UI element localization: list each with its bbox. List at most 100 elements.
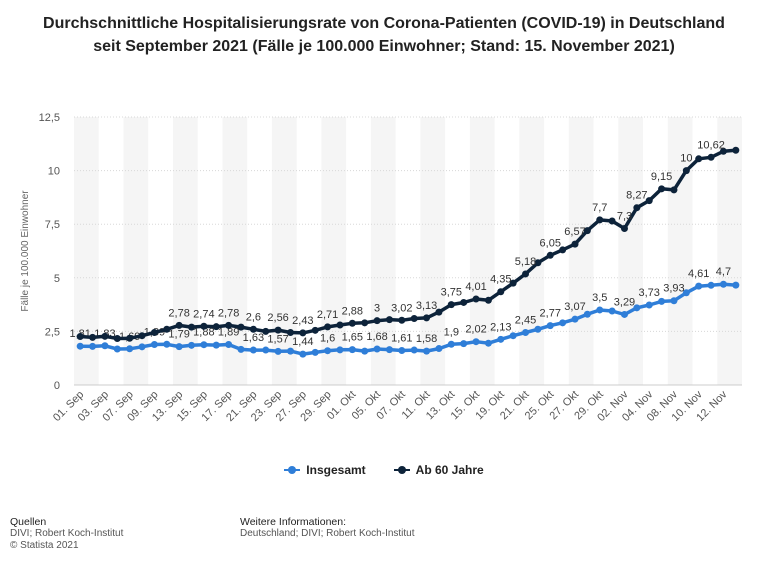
- data-point-ab-60-jahre: [373, 317, 381, 325]
- data-point-insgesamt: [670, 297, 678, 305]
- data-point-insgesamt: [546, 322, 554, 330]
- data-point-insgesamt: [237, 345, 245, 353]
- data-point-ab-60-jahre: [150, 328, 158, 336]
- data-point-ab-60-jahre: [336, 321, 344, 329]
- data-label-ab-60-jahre: 2,78: [218, 307, 239, 319]
- data-label-ab-60-jahre: 10,62: [697, 139, 725, 151]
- data-label-ab-60-jahre: 9,15: [651, 171, 672, 183]
- data-point-ab-60-jahre: [484, 296, 492, 304]
- data-point-insgesamt: [608, 307, 616, 315]
- data-point-ab-60-jahre: [534, 259, 542, 267]
- data-point-ab-60-jahre: [113, 334, 121, 342]
- data-label-ab-60-jahre: 2,88: [342, 305, 363, 317]
- data-point-insgesamt: [126, 345, 134, 353]
- data-point-insgesamt: [534, 325, 542, 333]
- data-point-ab-60-jahre: [546, 251, 554, 259]
- data-point-ab-60-jahre: [608, 217, 616, 225]
- data-point-ab-60-jahre: [398, 316, 406, 324]
- data-point-insgesamt: [732, 281, 740, 289]
- data-point-insgesamt: [299, 350, 307, 358]
- data-point-ab-60-jahre: [497, 288, 505, 296]
- data-point-ab-60-jahre: [732, 146, 740, 154]
- data-label-insgesamt: 1,88: [193, 327, 214, 339]
- plot-band: [618, 117, 644, 385]
- data-point-insgesamt: [348, 346, 356, 354]
- data-label-ab-60-jahre: 2,56: [267, 312, 288, 324]
- data-point-ab-60-jahre: [509, 279, 517, 287]
- data-point-insgesamt: [76, 342, 84, 350]
- legend-label-ab-60-jahre: Ab 60 Jahre: [415, 463, 484, 477]
- data-point-insgesamt: [113, 345, 121, 353]
- y-tick-label: 2,5: [45, 326, 60, 338]
- data-label-ab-60-jahre: 6,05: [540, 237, 561, 249]
- legend-label-insgesamt: Insgesamt: [306, 463, 366, 477]
- data-label-ab-60-jahre: 7,3: [617, 210, 632, 222]
- data-label-insgesamt: 1,79: [168, 329, 189, 341]
- data-point-ab-60-jahre: [682, 167, 690, 175]
- data-label-insgesamt: 3,73: [639, 287, 660, 299]
- data-label-insgesamt: 3,07: [564, 301, 585, 313]
- data-label-ab-60-jahre: 2,74: [193, 308, 214, 320]
- data-point-insgesamt: [398, 346, 406, 354]
- plot-band: [519, 117, 545, 385]
- data-label-ab-60-jahre: 2,78: [168, 307, 189, 319]
- y-tick-label: 12,5: [39, 112, 60, 124]
- data-point-insgesamt: [707, 281, 715, 289]
- legend-item-insgesamt[interactable]: Insgesamt: [284, 463, 366, 477]
- data-point-ab-60-jahre: [571, 240, 579, 248]
- data-point-ab-60-jahre: [361, 319, 369, 327]
- data-point-ab-60-jahre: [286, 328, 294, 336]
- data-point-ab-60-jahre: [274, 326, 282, 334]
- data-point-ab-60-jahre: [311, 326, 319, 334]
- data-label-ab-60-jahre: 4,35: [490, 274, 511, 286]
- data-label-insgesamt: 2,13: [490, 321, 511, 333]
- plot-band: [74, 117, 99, 385]
- data-label-insgesamt: 3,29: [614, 296, 635, 308]
- plot-band: [717, 117, 742, 385]
- data-label-ab-60-jahre: 2,71: [317, 309, 338, 321]
- data-point-ab-60-jahre: [348, 319, 356, 327]
- data-label-insgesamt: 1,9: [444, 326, 459, 338]
- plot-band: [172, 117, 198, 385]
- chart-legend: Insgesamt Ab 60 Jahre: [0, 463, 768, 477]
- data-label-ab-60-jahre: 3: [374, 303, 380, 315]
- y-tick-label: 10: [48, 166, 60, 178]
- data-point-insgesamt: [274, 347, 282, 355]
- data-point-insgesamt: [410, 346, 418, 354]
- data-label-ab-60-jahre: 6,57: [564, 226, 585, 238]
- data-point-insgesamt: [225, 340, 233, 348]
- data-point-insgesamt: [484, 339, 492, 347]
- data-label-insgesamt: 1,6: [320, 333, 335, 345]
- data-point-insgesamt: [373, 345, 381, 353]
- plot-band: [271, 117, 297, 385]
- data-point-insgesamt: [101, 342, 109, 350]
- data-point-ab-60-jahre: [620, 224, 628, 232]
- data-point-ab-60-jahre: [460, 298, 468, 306]
- data-point-insgesamt: [385, 346, 393, 354]
- data-label-insgesamt: 2,77: [540, 308, 561, 320]
- data-point-ab-60-jahre: [670, 186, 678, 194]
- footer-more-info: Weitere Informationen: Deutschland; DIVI…: [240, 516, 415, 540]
- data-label-insgesamt: 4,7: [716, 266, 731, 278]
- data-point-ab-60-jahre: [695, 155, 703, 163]
- data-label-insgesamt: 1,68: [366, 331, 387, 343]
- y-axis-title: Fälle je 100.000 Einwohner: [20, 190, 31, 312]
- data-label-ab-60-jahre: 2,43: [292, 315, 313, 327]
- data-point-ab-60-jahre: [522, 270, 530, 278]
- data-point-insgesamt: [719, 280, 727, 288]
- data-point-ab-60-jahre: [200, 322, 208, 330]
- more-info-heading: Weitere Informationen:: [240, 516, 347, 528]
- data-point-ab-60-jahre: [262, 327, 270, 335]
- data-point-insgesamt: [138, 343, 146, 351]
- data-point-insgesamt: [249, 346, 257, 354]
- data-point-ab-60-jahre: [237, 323, 245, 331]
- data-point-ab-60-jahre: [658, 185, 666, 193]
- data-point-insgesamt: [583, 310, 591, 318]
- data-point-insgesamt: [460, 340, 468, 348]
- data-point-insgesamt: [336, 346, 344, 354]
- legend-item-ab-60-jahre[interactable]: Ab 60 Jahre: [393, 463, 484, 477]
- data-point-insgesamt: [633, 304, 641, 312]
- data-label-insgesamt: 1,61: [391, 332, 412, 344]
- plot-band: [568, 117, 594, 385]
- data-point-insgesamt: [311, 348, 319, 356]
